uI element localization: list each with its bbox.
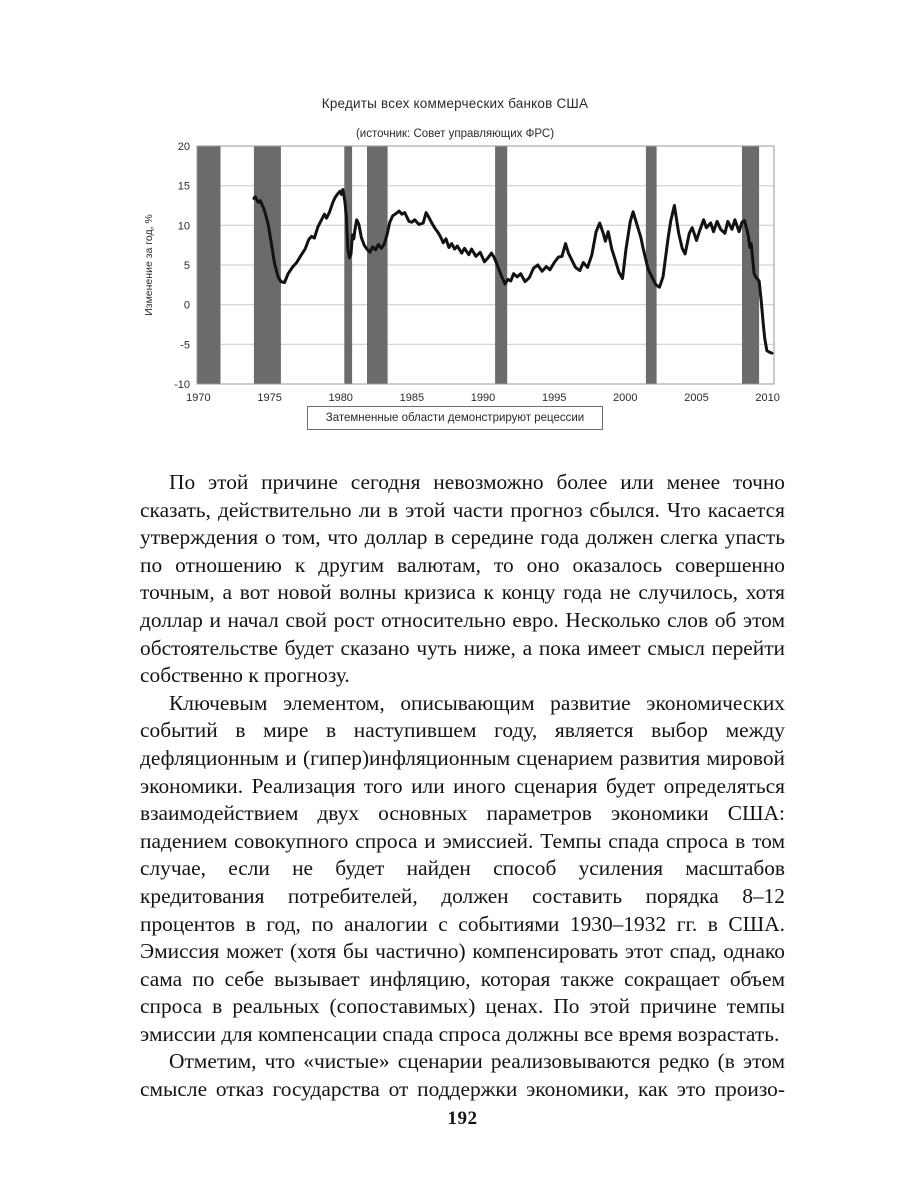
- recession-band: [344, 146, 353, 384]
- chart-legend-row: Затемненные области демонстрируют рецесс…: [130, 406, 780, 430]
- x-tick-label: 1975: [257, 392, 281, 404]
- x-tick-label: 1995: [542, 392, 566, 404]
- x-tick-label: 1980: [328, 392, 352, 404]
- paragraph-1: По этой причине сегодня невозможно более…: [140, 470, 785, 688]
- page-number: 192: [447, 1108, 478, 1129]
- paragraph-3: Отметим, что «чистые» сценарии реализовы…: [140, 1049, 785, 1102]
- plot-border: [196, 145, 775, 385]
- recession-legend-note: Затемненные области демонстрируют рецесс…: [306, 406, 604, 430]
- x-tick-label: 2010: [755, 392, 779, 404]
- y-tick-label: -5: [180, 339, 190, 351]
- y-tick-label: 15: [178, 181, 190, 193]
- y-tick-label: -10: [174, 379, 190, 391]
- recession-band: [742, 146, 760, 384]
- x-tick-label: 2000: [613, 392, 637, 404]
- recession-band: [645, 146, 657, 384]
- data-line: [252, 188, 774, 355]
- recession-band: [253, 146, 281, 384]
- recession-band: [495, 146, 508, 384]
- chart-subtitle: (источник: Совет управляющих ФРС): [355, 128, 555, 140]
- x-tick-label: 1985: [400, 392, 424, 404]
- x-tick-label: 2005: [684, 392, 708, 404]
- page-body-text: По этой причине сегодня невозможно более…: [140, 469, 785, 1104]
- x-tick-label: 1970: [186, 392, 210, 404]
- x-tick-label: 1990: [471, 392, 495, 404]
- y-tick-label: 10: [178, 220, 190, 232]
- y-tick-label: 20: [178, 141, 190, 153]
- y-tick-label: 5: [184, 260, 190, 272]
- recession-band: [197, 146, 221, 384]
- y-tick-label: 0: [184, 300, 190, 312]
- y-axis-title: Изменение за год, %: [143, 214, 155, 316]
- paragraph-2: Ключевым элементом, описывающим развитие…: [140, 690, 785, 1046]
- chart-title: Кредиты всех коммерческих банков США: [321, 96, 589, 111]
- recession-band: [367, 146, 388, 384]
